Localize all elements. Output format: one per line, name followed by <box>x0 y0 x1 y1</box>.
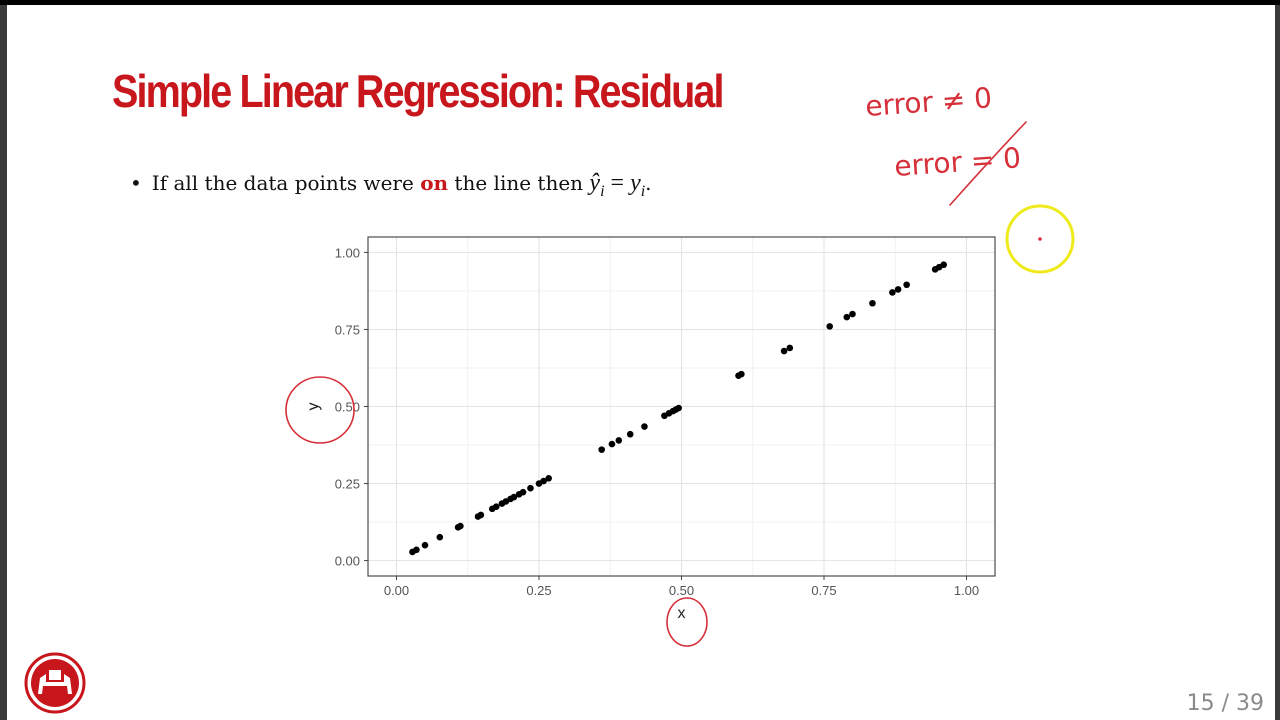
data-point <box>894 286 902 293</box>
x-tick-label: 0.75 <box>811 583 836 598</box>
x-tick-label: 0.50 <box>669 583 694 598</box>
data-point <box>457 522 464 530</box>
data-point <box>826 323 833 330</box>
data-point <box>903 281 910 289</box>
x-tick-label: 1.00 <box>954 583 979 598</box>
math-expression: ŷi = yi <box>589 170 645 200</box>
data-point <box>843 313 851 321</box>
data-point <box>421 541 429 549</box>
math-yhat-sub: i <box>600 182 605 200</box>
data-point <box>527 484 534 492</box>
data-point <box>940 261 947 269</box>
slide-title: Simple Linear Regression: Residual <box>112 65 724 117</box>
data-point <box>413 546 420 554</box>
bullet-dot: • <box>130 171 142 195</box>
data-point <box>477 511 485 519</box>
y-tick-label: 0.75 <box>335 322 360 337</box>
data-point <box>615 437 623 444</box>
pointer-dot <box>1038 237 1042 241</box>
y-tick-label: 0.00 <box>335 554 360 569</box>
data-point <box>849 310 856 318</box>
data-point <box>436 533 444 541</box>
axis-ticks: 0.00 0.25 0.50 0.75 1.00 0.00 0.25 0.50 0.75 1.00 <box>335 245 979 598</box>
bullet-point: • If all the data points were on the line… <box>130 170 652 201</box>
math-y: y <box>630 170 641 196</box>
y-tick-label: 0.50 <box>335 400 360 415</box>
bullet-text-after: the line then <box>448 171 590 195</box>
data-point <box>608 440 616 448</box>
bullet-text-before: If all the data points were <box>151 171 421 195</box>
university-logo-icon <box>24 652 86 714</box>
data-point <box>540 477 547 485</box>
x-axis-label: x <box>678 605 686 622</box>
data-point <box>889 289 896 296</box>
data-point <box>675 404 682 412</box>
right-border <box>1275 5 1280 720</box>
data-point <box>626 430 634 438</box>
math-yhat: ŷ <box>589 170 601 196</box>
top-border <box>0 0 1280 5</box>
data-point <box>786 344 794 352</box>
x-tick-label: 0.00 <box>384 583 409 598</box>
y-tick-label: 0.25 <box>335 477 360 492</box>
math-equals: = <box>604 170 631 196</box>
data-point <box>492 503 500 510</box>
data-point <box>780 347 788 355</box>
data-point <box>545 475 552 482</box>
data-point <box>598 446 605 453</box>
y-axis-label: y <box>305 403 322 411</box>
data-point <box>738 370 745 378</box>
strike-through-mark <box>949 121 1027 206</box>
x-tick-label: 0.25 <box>526 583 551 598</box>
bullet-end: . <box>645 171 652 195</box>
data-point <box>869 299 876 307</box>
data-points <box>409 261 947 556</box>
data-point <box>510 493 518 501</box>
y-tick-label: 1.00 <box>335 245 360 260</box>
circle-around-x-label <box>666 597 708 647</box>
left-border <box>0 5 7 720</box>
circle-around-y-label <box>285 376 355 444</box>
pointer-highlight-circle <box>1005 204 1075 274</box>
page-number: 15 / 39 <box>1186 691 1264 716</box>
data-point <box>641 423 648 430</box>
annotation-error-not-zero: error ≠ 0 <box>864 81 993 123</box>
data-point <box>519 488 527 496</box>
bullet-emphasis: on <box>420 171 449 195</box>
math-y-sub: i <box>640 182 646 200</box>
